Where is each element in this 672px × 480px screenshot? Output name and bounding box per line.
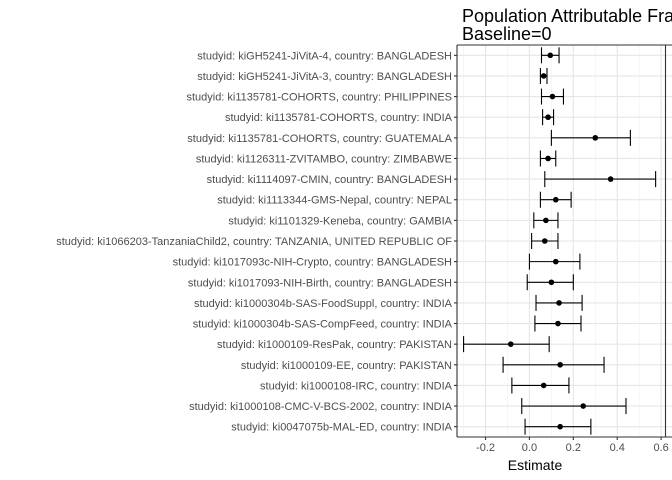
point-estimate <box>552 258 559 265</box>
x-tick-label: 0.2 <box>566 442 581 454</box>
point-estimate <box>555 320 561 327</box>
point-estimate <box>545 114 551 121</box>
point-estimate <box>547 52 554 59</box>
y-axis-label: studyid: ki1000109-EE, country: PAKISTAN <box>241 360 452 372</box>
chart-title: Population Attributable Fra <box>462 6 672 26</box>
x-tick-label: 0.0 <box>522 442 537 454</box>
y-axis-label: studyid: ki1000304b-SAS-CompFeed, countr… <box>193 319 453 331</box>
point-estimate <box>552 196 559 203</box>
y-axis-label: studyid: ki1000108-CMC-V-BCS-2002, count… <box>189 401 453 413</box>
point-estimate <box>549 93 556 100</box>
y-axis-label: studyid: ki1000108-IRC, country: INDIA <box>260 380 453 392</box>
x-axis-label: Estimate <box>508 457 563 473</box>
x-tick-label: 0.6 <box>653 442 668 454</box>
y-axis-label: studyid: ki1113344-GMS-Nepal, country: N… <box>217 195 452 207</box>
point-estimate <box>557 361 563 368</box>
error-bars <box>463 47 657 435</box>
y-axis-label: studyid: ki0047075b-MAL-ED, country: IND… <box>231 422 452 434</box>
y-axis-label: studyid: ki1017093c-NIH-Crypto, country:… <box>173 257 452 269</box>
y-axis-labels: studyid: kiGH5241-JiVitA-4, country: BAN… <box>56 50 452 433</box>
y-axis-label: studyid: kiGH5241-JiVitA-4, country: BAN… <box>197 50 452 62</box>
point-estimate <box>540 382 547 389</box>
y-axis-label: studyid: ki1114097-CMIN, country: BANGLA… <box>207 174 452 186</box>
y-axis-label: studyid: ki1126311-ZVITAMBO, country: ZI… <box>196 153 452 165</box>
y-axis-label: studyid: ki1135781-COHORTS, country: IND… <box>225 112 453 124</box>
y-axis-label: studyid: kiGH5241-JiVitA-3, country: BAN… <box>197 71 452 83</box>
y-axis-label: studyid: ki1000109-ResPak, country: PAKI… <box>217 339 452 351</box>
chart-subtitle: Baseline=0 <box>462 24 552 44</box>
y-axis-label: studyid: ki1000304b-SAS-FoodSuppl, count… <box>194 298 453 310</box>
point-estimate <box>548 279 555 286</box>
y-axis-label: studyid: ki1101329-Keneba, country: GAMB… <box>228 215 452 227</box>
y-axis-label: studyid: ki1135781-COHORTS, country: GUA… <box>187 133 452 145</box>
point-estimate <box>540 73 547 79</box>
point-estimate <box>580 403 586 409</box>
x-tick-label: 0.4 <box>610 442 625 454</box>
point-estimate <box>507 341 514 347</box>
y-axis-label: studyid: ki1017093-NIH-Birth, country: B… <box>188 277 452 289</box>
point-estimate <box>557 423 563 430</box>
point-estimate <box>545 155 551 162</box>
point-estimate <box>607 176 614 182</box>
x-axis-ticks: -0.2 0.0 0.2 0.4 0.6 <box>476 437 669 454</box>
point-estimate <box>592 135 599 141</box>
x-tick-label: -0.2 <box>476 442 495 454</box>
point-estimate <box>556 300 562 306</box>
y-axis-label: studyid: ki1135781-COHORTS, country: PHI… <box>186 92 452 104</box>
y-axis-label: studyid: ki1066203-TanzaniaChild2, count… <box>56 236 452 248</box>
point-estimate <box>541 238 548 244</box>
point-estimates <box>507 52 614 430</box>
point-estimate <box>543 217 549 224</box>
